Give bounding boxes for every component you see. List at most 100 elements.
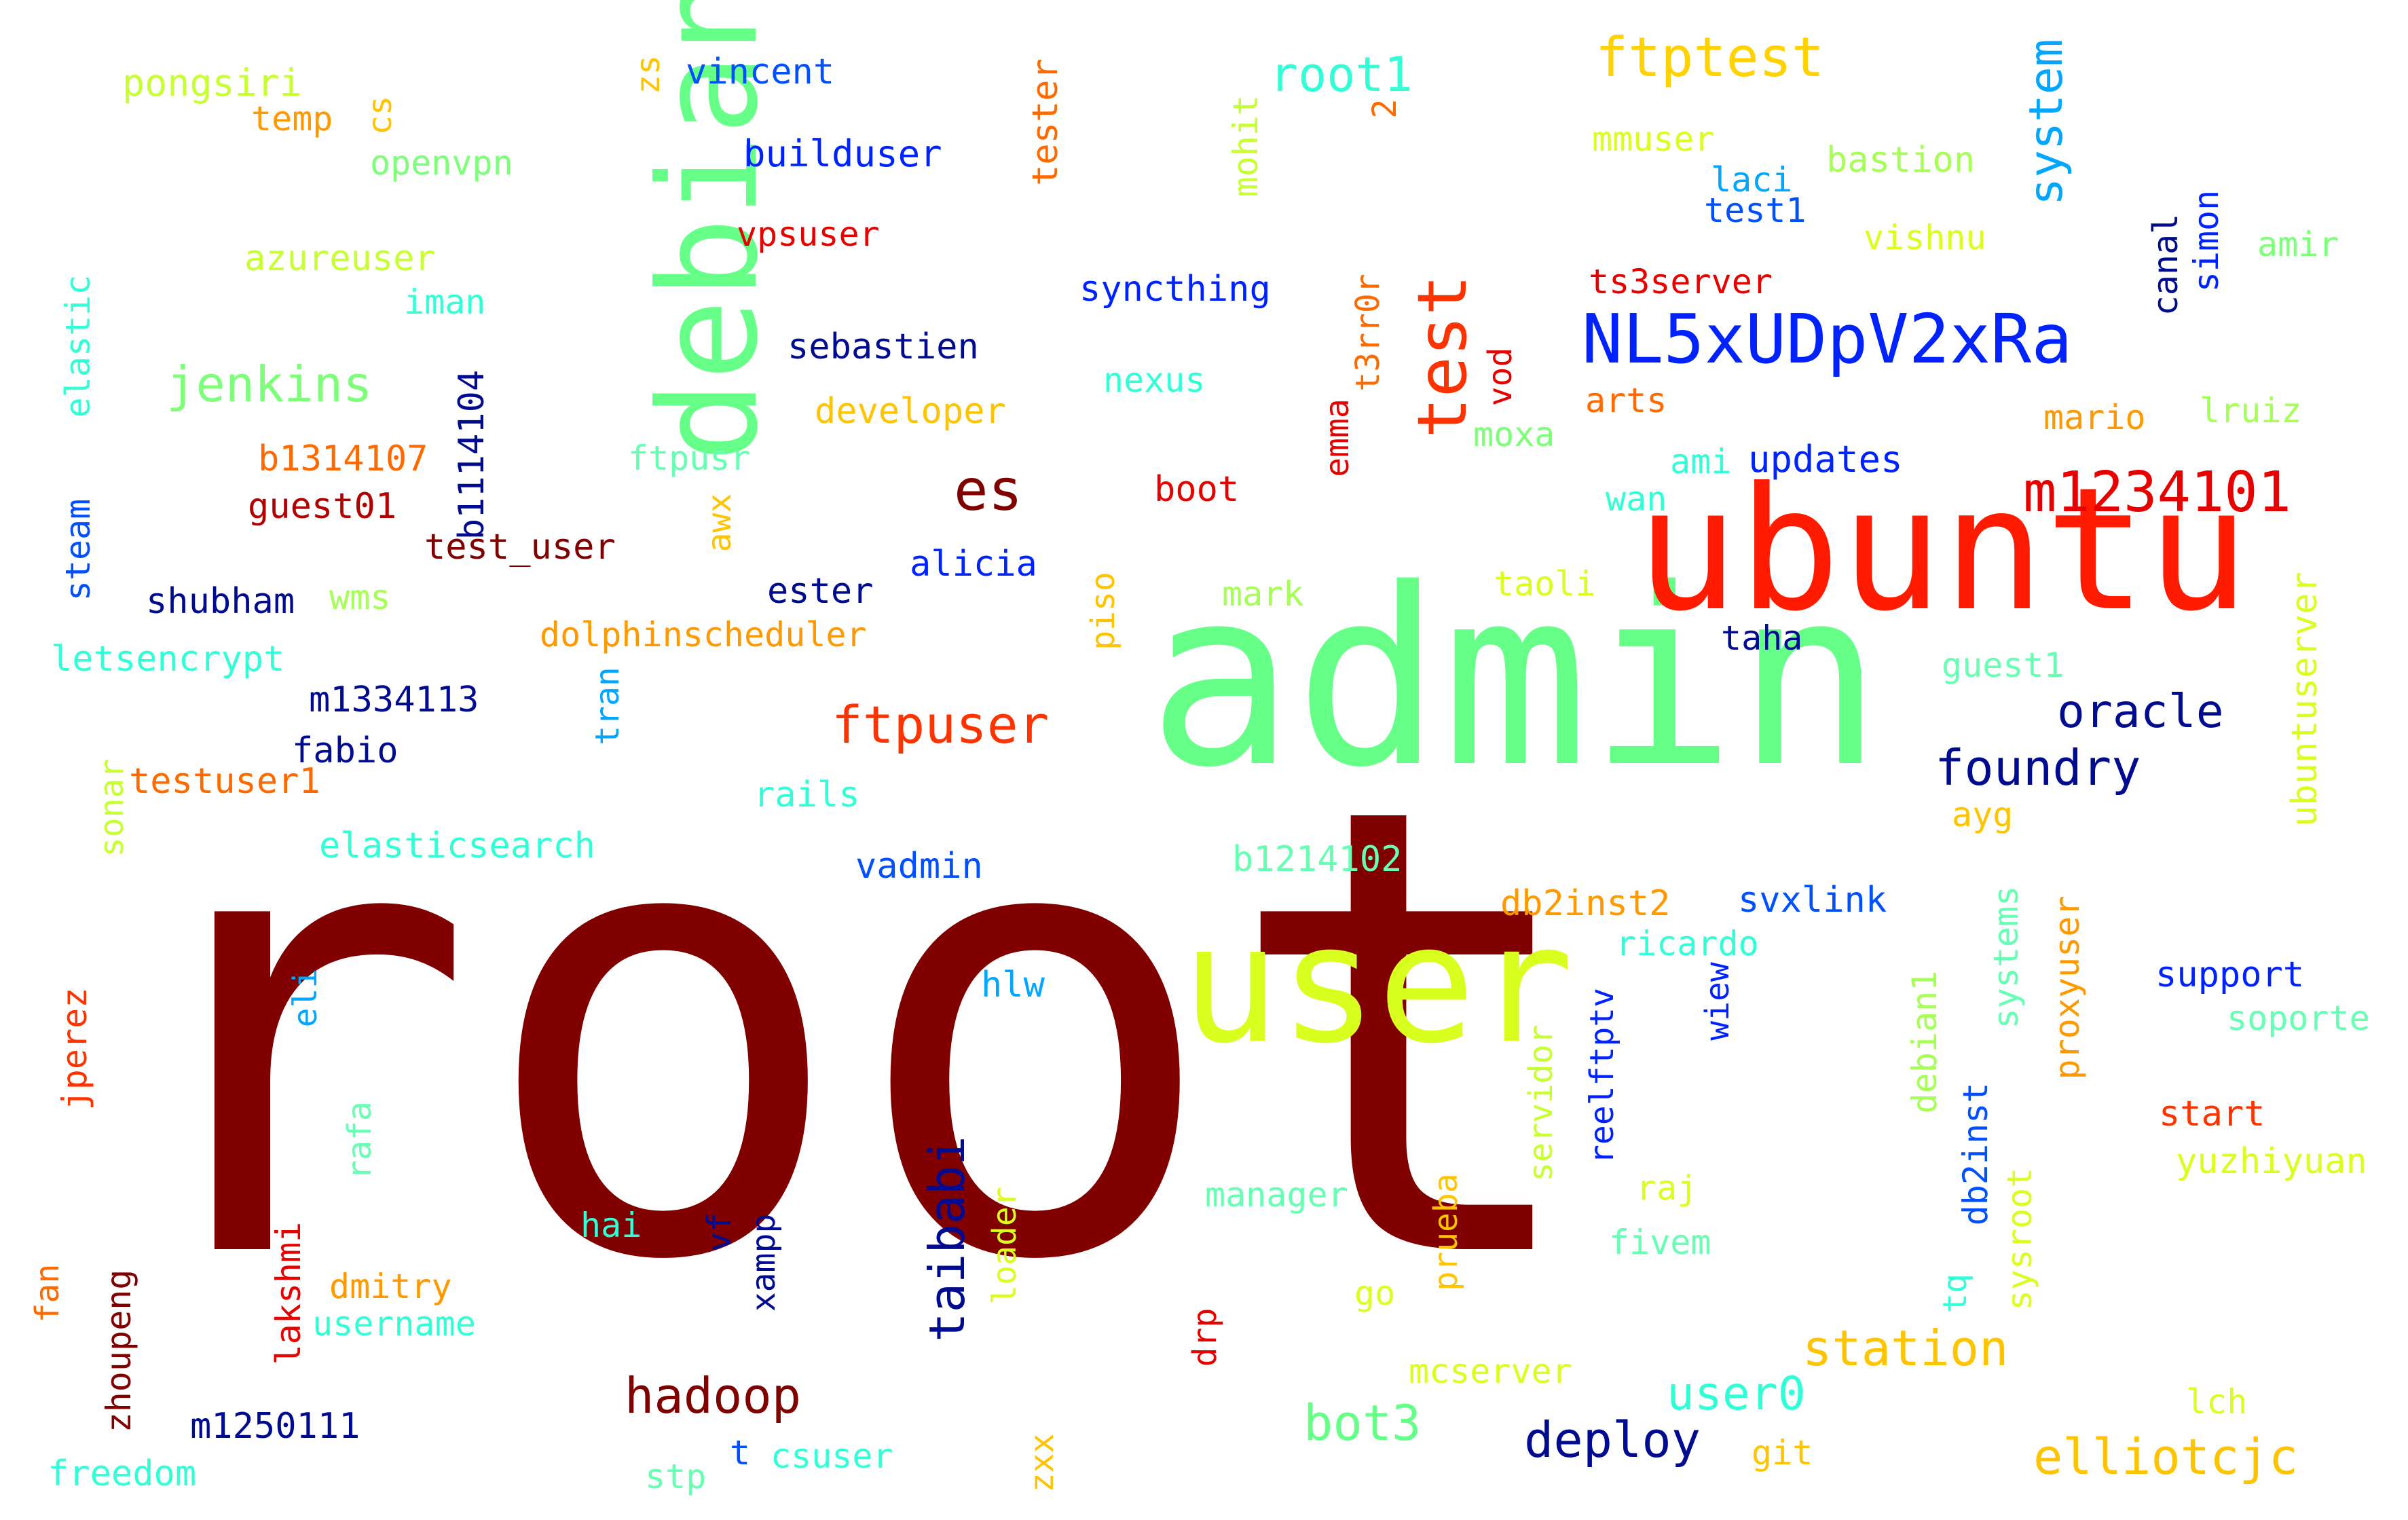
cloud-word: yuzhiyuan [2176, 1141, 2367, 1182]
cloud-word: ricardo [1616, 924, 1759, 963]
cloud-word: ftpusr [628, 439, 751, 478]
cloud-word: vpsuser [737, 215, 880, 254]
cloud-word: user [1181, 889, 1574, 1079]
cloud-word: mcserver [1409, 1352, 1572, 1391]
cloud-word: raj [1636, 1168, 1698, 1208]
cloud-word: dmitry [329, 1267, 452, 1306]
cloud-word: start [2159, 1094, 2265, 1134]
cloud-word: proxyuser [2048, 895, 2087, 1080]
cloud-word: azureuser [244, 238, 436, 279]
cloud-word: syncthing [1079, 269, 1271, 310]
cloud-word: support [2155, 954, 2305, 995]
cloud-word: system [2020, 39, 2073, 206]
cloud-word: reelftptv [1583, 987, 1621, 1165]
cloud-word: ubuntuserver [2284, 572, 2325, 827]
cloud-word: lch [2186, 1382, 2248, 1422]
cloud-word: systems [1986, 885, 2026, 1029]
cloud-word: tran [589, 667, 627, 745]
cloud-word: mohit [1226, 94, 1265, 198]
cloud-word: xampp [745, 1213, 783, 1312]
cloud-word: lakshmi [269, 1221, 308, 1365]
cloud-word: vadmin [855, 846, 983, 887]
cloud-word: taoli [1494, 564, 1596, 604]
cloud-word: git [1752, 1433, 1813, 1472]
cloud-word: rafa [341, 1101, 379, 1180]
cloud-word: csuser [771, 1436, 893, 1476]
cloud-word: username [312, 1304, 476, 1343]
cloud-word: wms [329, 578, 391, 617]
cloud-word: test_user [424, 527, 616, 568]
cloud-word: admin [1147, 536, 1883, 821]
cloud-word: moxa [1473, 415, 1555, 454]
cloud-word: fabio [292, 730, 399, 771]
cloud-word: jenkins [166, 356, 373, 413]
cloud-word: steam [58, 498, 98, 601]
cloud-word: sysroot [2000, 1167, 2039, 1311]
cloud-word: bastion [1826, 140, 1976, 181]
cloud-word: fan [29, 1263, 67, 1323]
cloud-word: sonar [93, 758, 131, 857]
cloud-word: vod [1481, 347, 1519, 407]
cloud-word: b1314107 [258, 439, 428, 479]
cloud-word: sebastien [788, 327, 979, 367]
cloud-word: wiew [1699, 962, 1737, 1041]
cloud-word: ts3server [1589, 262, 1773, 301]
cloud-word: updates [1748, 438, 1903, 481]
cloud-word: ftpuser [832, 694, 1050, 755]
cloud-word: ubuntu [1636, 451, 2250, 648]
cloud-word: tester [1025, 58, 1066, 186]
cloud-word: bot3 [1303, 1394, 1422, 1451]
cloud-word: root1 [1270, 47, 1413, 103]
cloud-word: prueba [1427, 1173, 1465, 1291]
cloud-word: vf [701, 1212, 739, 1252]
cloud-word: b1214102 [1232, 839, 1403, 880]
cloud-word: deploy [1524, 1411, 1701, 1468]
cloud-word: guest1 [1942, 646, 2064, 685]
cloud-word: manager [1205, 1175, 1348, 1215]
cloud-word: es [954, 457, 1023, 523]
cloud-word: ftptest [1595, 26, 1825, 89]
cloud-word: amir [2257, 225, 2339, 264]
cloud-word: vincent [686, 52, 835, 92]
cloud-word: laci [1711, 160, 1793, 200]
cloud-word: mario [2043, 398, 2146, 437]
cloud-word: m1234101 [2023, 460, 2291, 525]
cloud-word: test [1403, 274, 1482, 439]
cloud-word: arts [1585, 381, 1667, 420]
cloud-word: stp [645, 1457, 707, 1496]
cloud-word: zxx [1023, 1433, 1061, 1493]
cloud-word: ami [1670, 442, 1732, 481]
cloud-word: mmuser [1592, 119, 1715, 159]
cloud-word: zs [629, 55, 667, 94]
cloud-word: elliotcjc [2033, 1428, 2299, 1485]
cloud-word: wan [1606, 479, 1667, 519]
cloud-word: freedom [48, 1453, 197, 1494]
cloud-word: testuser1 [129, 761, 320, 802]
cloud-word: debian1 [1905, 970, 1944, 1114]
cloud-word: drp [1186, 1308, 1224, 1367]
cloud-word: db2inst2 [1500, 883, 1671, 924]
cloud-word: db2inst [1956, 1082, 1995, 1226]
cloud-word: vishnu [1864, 218, 1986, 257]
cloud-word: ester [767, 571, 874, 612]
cloud-word: cs [361, 96, 399, 135]
cloud-word: zhoupeng [99, 1269, 138, 1433]
cloud-word: foundry [1935, 739, 2141, 796]
cloud-word: ayg [1952, 795, 2014, 834]
cloud-word: letsencrypt [51, 639, 285, 680]
cloud-word: servidor [1522, 1024, 1560, 1182]
cloud-word: developer [815, 391, 1006, 432]
cloud-word: pongsiri [122, 61, 302, 105]
cloud-word: canal [2146, 213, 2185, 316]
cloud-word: taibabi [919, 1136, 976, 1342]
cloud-word: oracle [2057, 685, 2224, 739]
cloud-word: lruiz [2200, 391, 2302, 430]
cloud-word: fivem [1609, 1223, 1711, 1262]
cloud-word: b1114104 [451, 369, 492, 540]
cloud-word: awx [701, 493, 739, 553]
cloud-word: NL5xUDpV2xRa [1582, 299, 2073, 379]
cloud-word: rails [754, 775, 860, 815]
cloud-word: user0 [1667, 1367, 1806, 1421]
cloud-word: test1 [1704, 191, 1807, 230]
